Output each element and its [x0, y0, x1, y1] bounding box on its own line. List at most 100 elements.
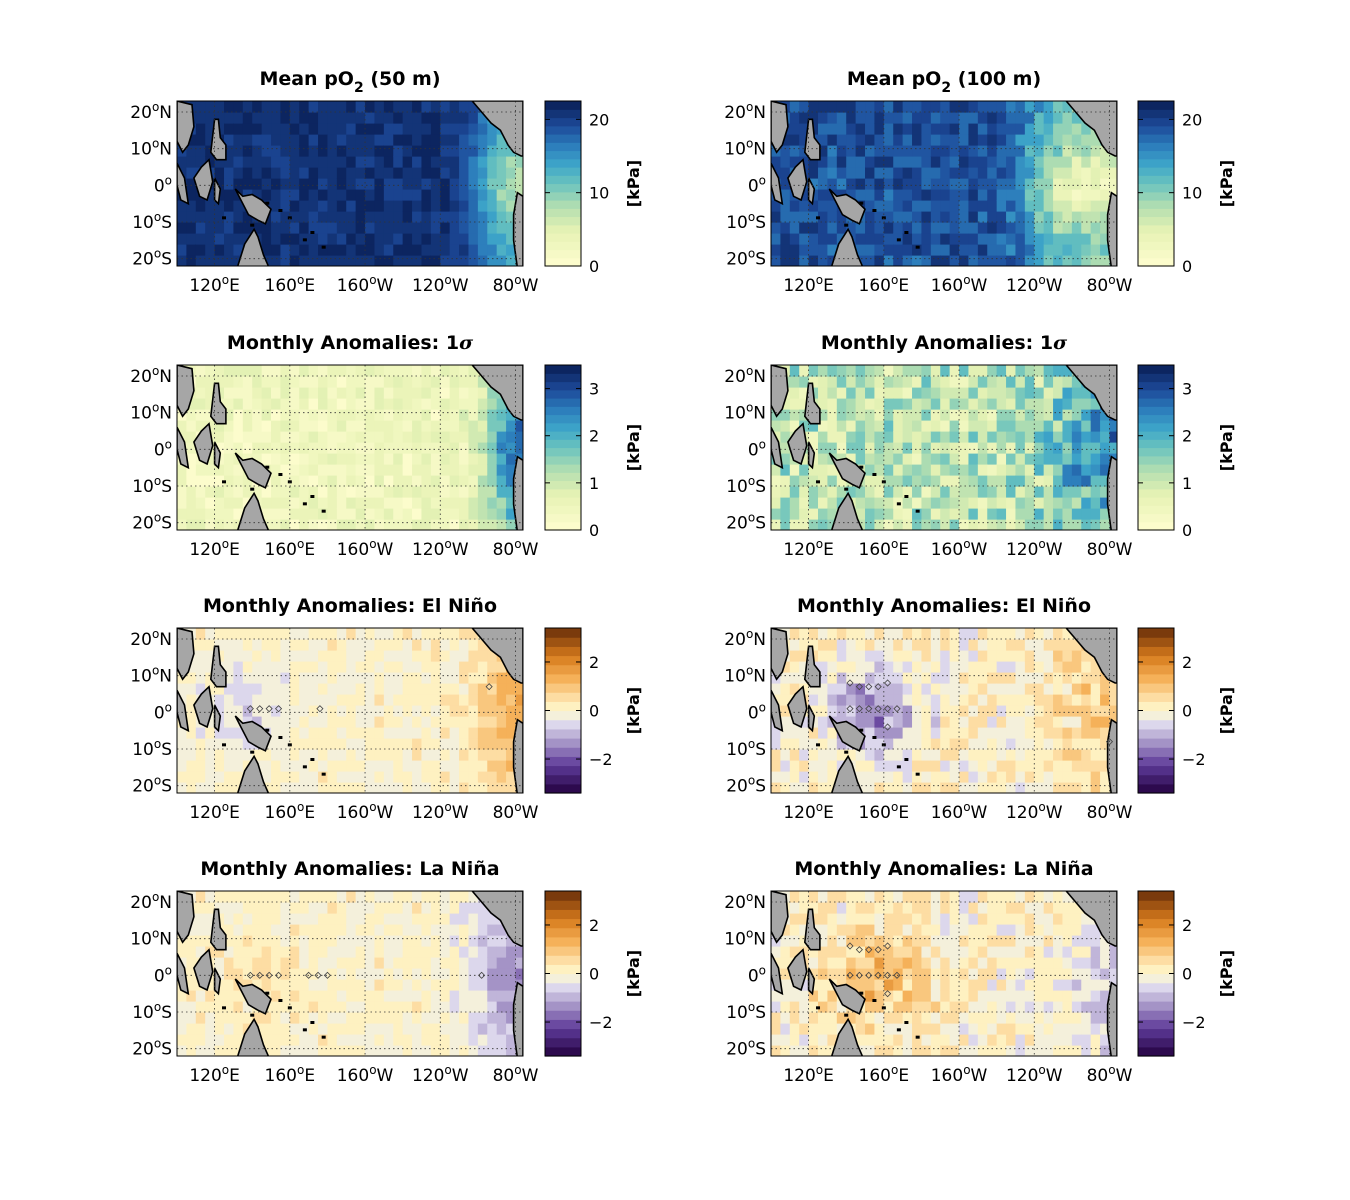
heatmap-cell — [487, 222, 498, 234]
heatmap-cell — [506, 968, 517, 980]
heatmap-cell — [365, 902, 376, 914]
heatmap-cell — [921, 924, 932, 936]
heatmap-cell — [1100, 683, 1111, 695]
heatmap-cell — [930, 760, 941, 772]
heatmap-cell — [496, 211, 507, 223]
heatmap-cell — [949, 694, 960, 706]
heatmap-cell — [393, 683, 404, 695]
heatmap-cell — [289, 464, 300, 476]
lon-tick-label: 160oW — [337, 800, 394, 823]
heatmap-cell — [968, 189, 979, 201]
heatmap-cell — [252, 1012, 263, 1024]
heatmap-cell — [336, 112, 347, 124]
heatmap-cell — [827, 123, 838, 135]
heatmap-cell — [949, 211, 960, 223]
heatmap-cell — [1071, 156, 1082, 168]
heatmap-cell — [855, 957, 866, 969]
heatmap-cell — [930, 902, 941, 914]
heatmap-cell — [987, 365, 998, 377]
heatmap-cell — [1015, 442, 1026, 454]
heatmap-cell — [968, 255, 979, 266]
heatmap-cell — [383, 891, 394, 903]
heatmap-cell — [449, 968, 460, 980]
heatmap-cell — [496, 979, 507, 991]
heatmap-cell — [477, 946, 488, 958]
heatmap-cell — [818, 946, 829, 958]
heatmap-cell — [959, 442, 970, 454]
heatmap-cell — [1109, 178, 1117, 190]
heatmap-cell — [836, 211, 847, 223]
heatmap-cell — [308, 178, 319, 190]
heatmap-cell — [1024, 255, 1035, 266]
heatmap-cell — [1071, 464, 1082, 476]
heatmap-cell — [318, 101, 329, 113]
heatmap-cell — [252, 891, 263, 903]
colorbar-unit-label: [kPa] — [1217, 160, 1236, 207]
heatmap-cell — [496, 134, 507, 146]
heatmap-cell — [459, 891, 470, 903]
heatmap-cell — [883, 211, 894, 223]
heatmap-cell — [177, 1001, 188, 1013]
heatmap-cell — [1015, 1023, 1026, 1035]
heatmap-cell — [996, 661, 1007, 673]
heatmap-cell — [336, 409, 347, 421]
heatmap-cell — [902, 957, 913, 969]
heatmap-cell — [299, 946, 310, 958]
island-mark — [310, 758, 315, 761]
heatmap-cell — [318, 409, 329, 421]
heatmap-cell — [827, 145, 838, 157]
heatmap-cell — [883, 683, 894, 695]
heatmap-cell — [1015, 508, 1026, 520]
heatmap-cell — [1090, 1034, 1101, 1046]
heatmap-cell — [449, 486, 460, 498]
heatmap-cell — [365, 442, 376, 454]
heatmap-cell — [468, 924, 479, 936]
heatmap-cell — [205, 156, 216, 168]
heatmap-cell — [930, 112, 941, 124]
heatmap-cell — [827, 782, 838, 793]
heatmap-cell — [365, 628, 376, 640]
heatmap-cell — [271, 255, 282, 266]
heatmap-cell — [996, 968, 1007, 980]
heatmap-cell — [412, 902, 423, 914]
heatmap-cell — [996, 705, 1007, 717]
heatmap-cell — [402, 387, 413, 399]
heatmap-cell — [818, 398, 829, 410]
heatmap-cell — [912, 628, 923, 640]
heatmap-cell — [393, 475, 404, 487]
heatmap-cell — [902, 398, 913, 410]
heatmap-cell — [1071, 1012, 1082, 1024]
heatmap-cell — [808, 990, 819, 1002]
heatmap-cell — [1006, 683, 1017, 695]
heatmap-cell — [186, 727, 197, 739]
heatmap-cell — [412, 760, 423, 772]
island-mark — [278, 736, 283, 739]
heatmap-cell — [1043, 255, 1054, 266]
heatmap-cell — [430, 990, 441, 1002]
heatmap-cell — [987, 1012, 998, 1024]
heatmap-cell — [271, 1045, 282, 1056]
heatmap-cell — [459, 979, 470, 991]
heatmap-cell — [1100, 409, 1111, 421]
heatmap-cell — [949, 420, 960, 432]
heatmap-cell — [449, 694, 460, 706]
heatmap-cell — [1006, 957, 1017, 969]
heatmap-cell — [374, 694, 385, 706]
heatmap-cell — [1024, 486, 1035, 498]
heatmap-cell — [393, 508, 404, 520]
heatmap-cell — [412, 134, 423, 146]
colorbar-tick-label: 0 — [1182, 702, 1192, 721]
heatmap-cell — [893, 661, 904, 673]
heatmap-cell — [515, 694, 523, 706]
heatmap-cell — [355, 979, 366, 991]
heatmap-cell — [261, 968, 272, 980]
heatmap-cell — [355, 387, 366, 399]
heatmap-cell — [224, 979, 235, 991]
heatmap-cell — [402, 123, 413, 135]
heatmap-cell — [346, 156, 357, 168]
heatmap-cell — [1071, 112, 1082, 124]
heatmap-cell — [771, 200, 782, 212]
heatmap-cell — [977, 398, 988, 410]
heatmap-cell — [477, 244, 488, 256]
colorbar-unit-label: [kPa] — [624, 950, 643, 997]
